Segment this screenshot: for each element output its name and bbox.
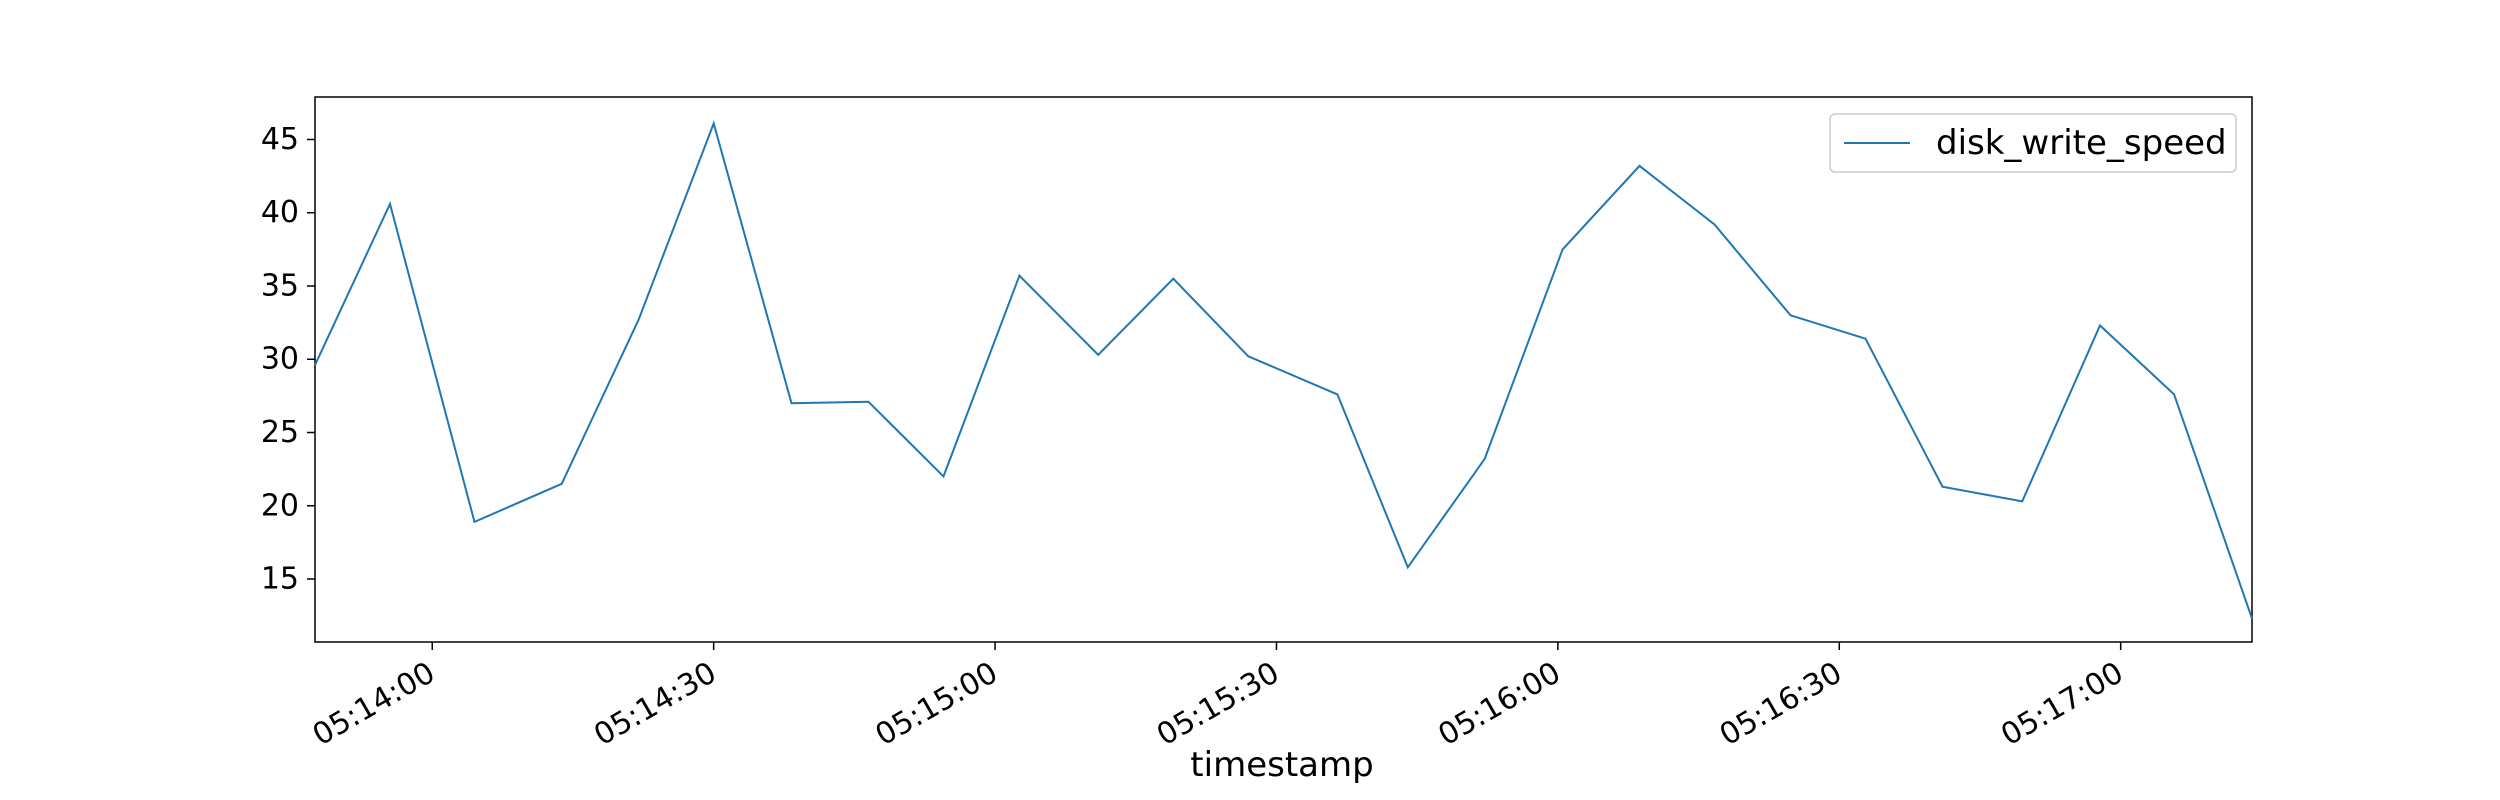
x-tick-label: 05:16:30 bbox=[1714, 655, 1848, 753]
x-tick-label: 05:15:30 bbox=[1151, 655, 1285, 753]
legend-box bbox=[1829, 113, 2237, 173]
x-tick-label: 05:17:00 bbox=[1995, 655, 2129, 753]
legend: disk_write_speed bbox=[1829, 113, 2237, 173]
series-line-disk_write_speed bbox=[314, 120, 2253, 619]
y-tick-label: 20 bbox=[261, 488, 299, 523]
y-axis: 15 20 25 30 35 40 45 bbox=[261, 122, 315, 597]
y-tick-label: 40 bbox=[261, 195, 299, 230]
x-tick-label: 05:15:00 bbox=[870, 655, 1004, 753]
x-axis-title: timestamp bbox=[1190, 745, 1373, 785]
y-tick-label: 15 bbox=[261, 562, 299, 597]
legend-label: disk_write_speed bbox=[1936, 123, 2227, 163]
series-layer bbox=[314, 120, 2253, 619]
plot-frame bbox=[314, 96, 2253, 643]
x-tick-label: 05:16:00 bbox=[1432, 655, 1566, 753]
y-tick-label: 25 bbox=[261, 415, 299, 450]
y-tick-label: 30 bbox=[261, 342, 299, 377]
x-tick-label: 05:14:00 bbox=[307, 655, 441, 753]
y-tick-label: 45 bbox=[261, 122, 299, 157]
plot-area bbox=[314, 96, 2253, 643]
y-tick-label: 35 bbox=[261, 268, 299, 303]
x-axis: 05:14:00 05:14:30 05:15:00 05:15:30 05:16:00… bbox=[307, 642, 2129, 753]
x-tick-label: 05:14:30 bbox=[588, 655, 722, 753]
